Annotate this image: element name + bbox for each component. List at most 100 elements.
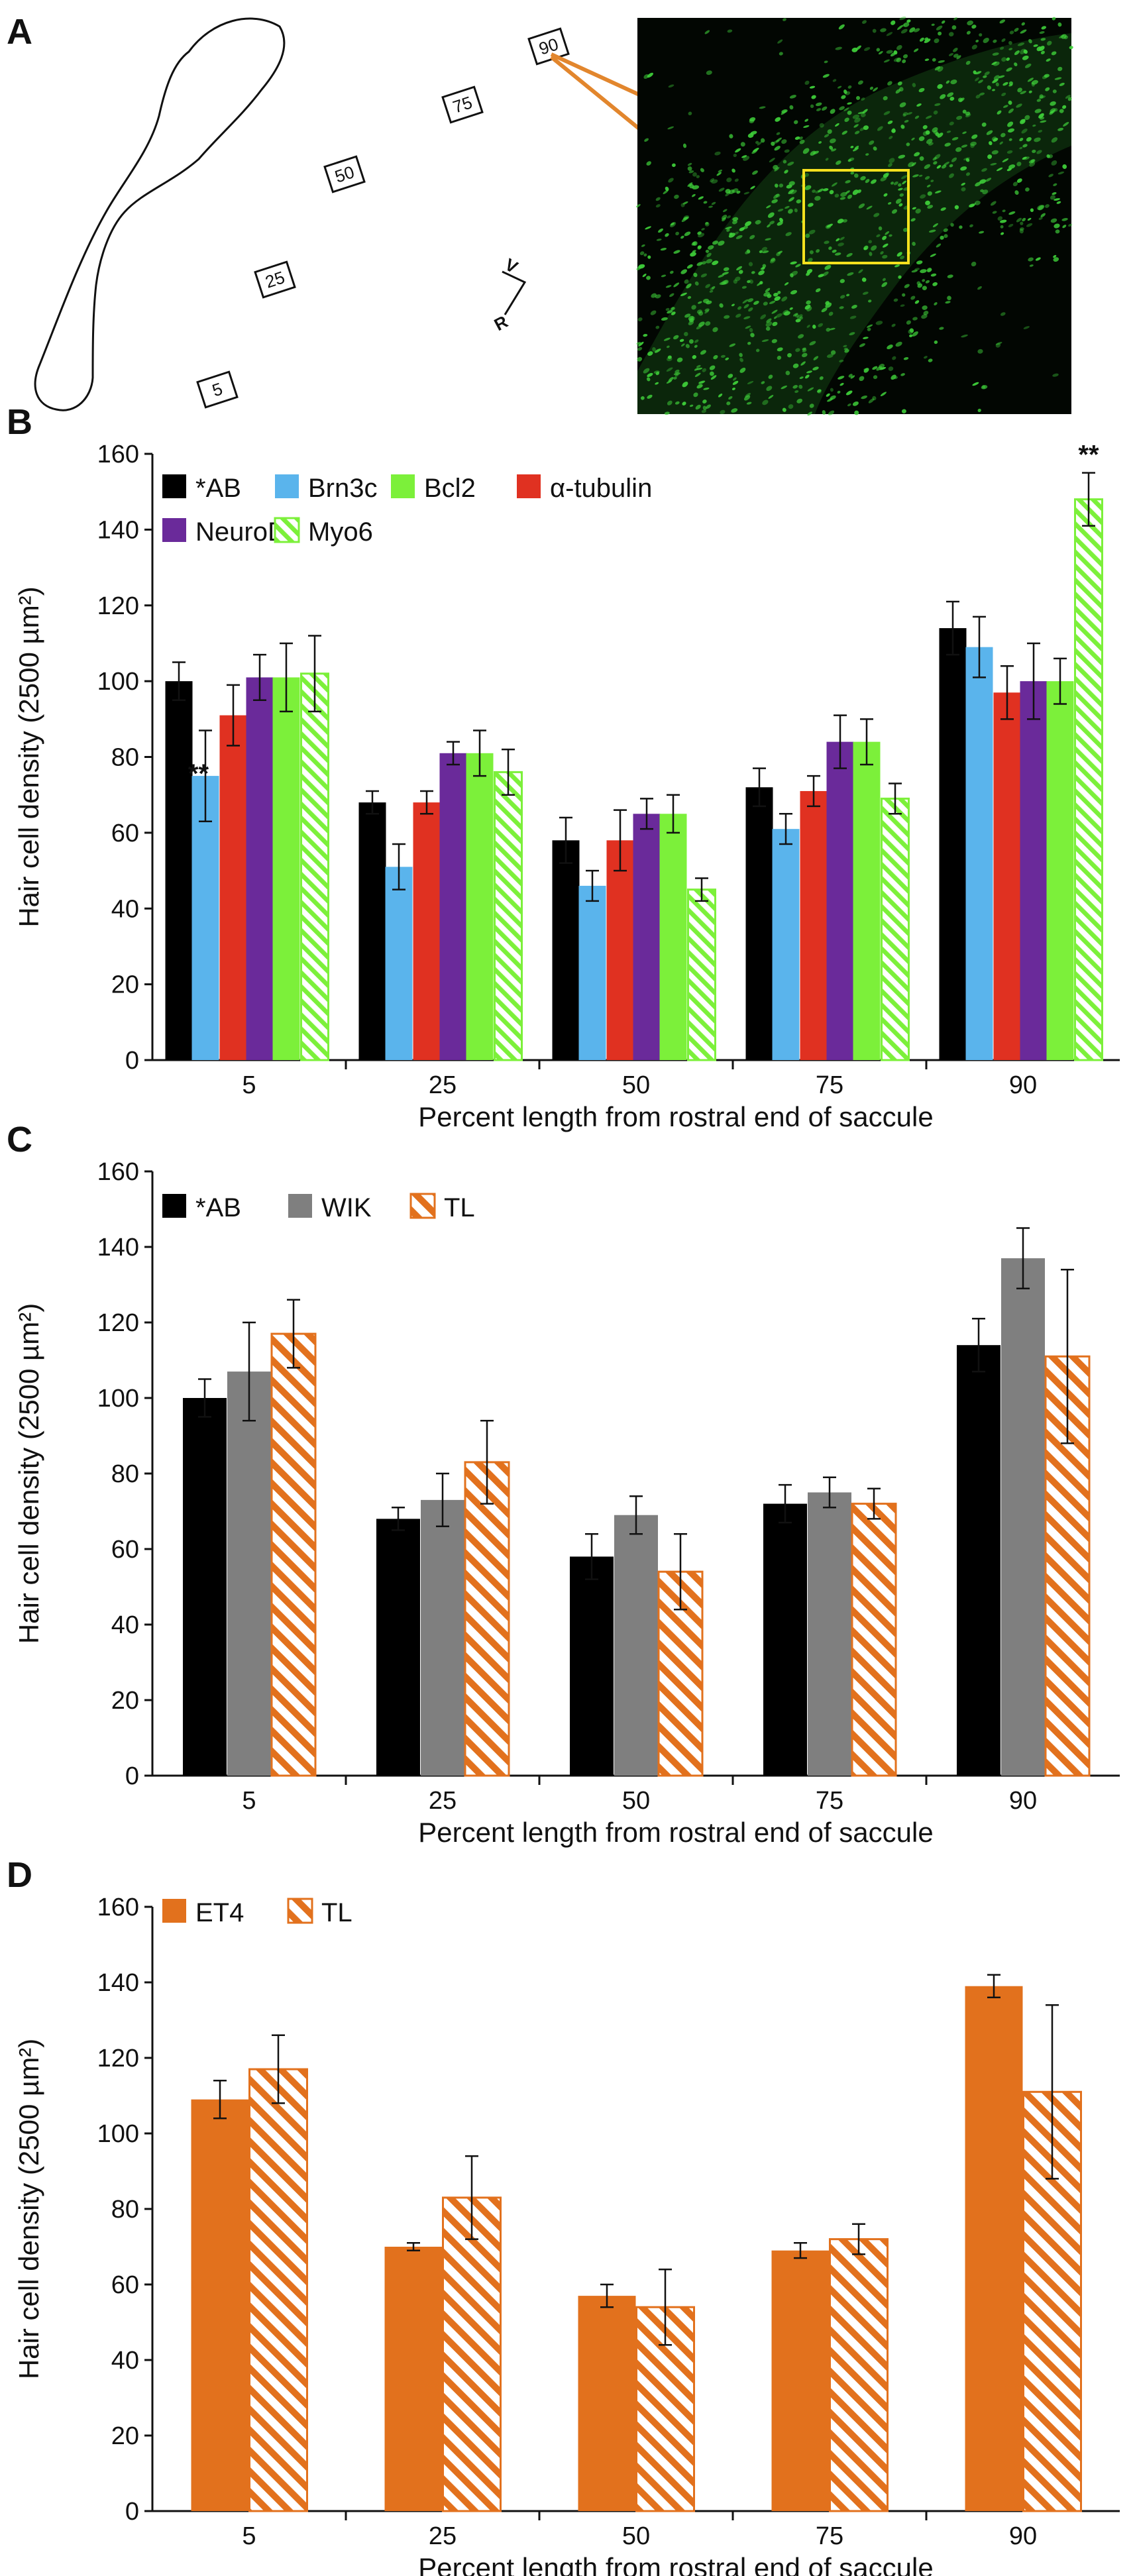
- micrograph-cell: [830, 138, 836, 144]
- micrograph-cell: [895, 341, 902, 347]
- micrograph-cell: [643, 368, 650, 374]
- micrograph-cell: [695, 404, 701, 410]
- micrograph-cell: [1007, 128, 1015, 133]
- micrograph-cell: [643, 253, 647, 257]
- micrograph-cell: [667, 355, 672, 359]
- y-tick-label: 60: [111, 1536, 139, 1564]
- bar-c-WIK-25: [421, 1499, 464, 1776]
- micrograph-cell: [806, 306, 812, 311]
- micrograph-cell: [696, 309, 702, 314]
- micrograph-cell: [936, 25, 943, 30]
- micrograph-cell: [1022, 144, 1028, 148]
- micrograph-cell: [702, 368, 706, 372]
- micrograph-cell: [909, 27, 916, 33]
- micrograph-cell: [771, 339, 777, 343]
- micrograph-cell: [860, 176, 866, 181]
- micrograph-cell: [883, 96, 888, 101]
- micrograph-cell: [946, 131, 951, 133]
- micrograph-cell: [996, 167, 1003, 172]
- micrograph-cell: [731, 303, 735, 307]
- micrograph-cell: [933, 161, 938, 165]
- micrograph-cell: [790, 273, 794, 278]
- micrograph-cell: [792, 363, 799, 368]
- micrograph-cell: [710, 375, 717, 380]
- micrograph-cell: [878, 226, 883, 231]
- micrograph-cell: [930, 253, 936, 257]
- marker-box: [323, 155, 366, 193]
- bar-d-ET4-75: [771, 2250, 830, 2511]
- bar-c-TL-5: [270, 1332, 317, 1777]
- micrograph-cell: [898, 275, 902, 279]
- micrograph-cell: [718, 169, 723, 173]
- legend-entry-TL: TL: [287, 1898, 352, 1927]
- micrograph-cell: [1062, 225, 1067, 229]
- x-tick-label: 25: [429, 1787, 457, 1815]
- micrograph-cell: [984, 71, 990, 76]
- micrograph-cell: [665, 307, 670, 311]
- micrograph-cell: [788, 404, 794, 409]
- micrograph-cell: [977, 408, 981, 412]
- micrograph-cell: [733, 279, 737, 284]
- micrograph-cell: [986, 130, 993, 135]
- micrograph-cell: [686, 283, 692, 289]
- micrograph-cell: [962, 131, 967, 134]
- micrograph-cell: [977, 349, 983, 354]
- micrograph-cell: [700, 168, 704, 172]
- micrograph-cell: [839, 295, 845, 299]
- micrograph-cell: [810, 104, 814, 108]
- micrograph-cell: [863, 368, 869, 373]
- micrograph-cell: [1001, 57, 1007, 62]
- legend-swatch: [517, 474, 541, 498]
- micrograph-cell: [1020, 29, 1027, 34]
- micrograph-cell: [839, 197, 846, 200]
- micrograph-cell: [804, 374, 810, 379]
- micrograph-cell: [776, 252, 781, 256]
- micrograph-cell: [839, 106, 845, 111]
- micrograph-cell: [839, 382, 844, 386]
- micrograph-cell: [782, 309, 788, 315]
- micrograph-cell: [872, 366, 878, 370]
- micrograph-cell: [1016, 178, 1022, 183]
- micrograph-cell: [891, 182, 894, 185]
- micrograph-cell: [802, 347, 806, 350]
- micrograph-cell: [891, 323, 896, 327]
- micrograph-cell: [997, 216, 1003, 221]
- micrograph-cell: [675, 401, 680, 405]
- micrograph-cell: [943, 162, 949, 166]
- panel-c-label: C: [7, 1120, 32, 1159]
- micrograph-cell: [654, 349, 661, 353]
- marker-25: 25: [254, 260, 296, 299]
- micrograph-cell: [809, 250, 814, 254]
- micrograph-cell: [1022, 55, 1029, 60]
- micrograph-cell: [1056, 201, 1061, 204]
- legend-swatch: [162, 518, 186, 542]
- micrograph-cell: [796, 314, 803, 319]
- micrograph-cell: [673, 376, 677, 380]
- y-tick-label: 120: [97, 592, 139, 620]
- y-tick-label: 80: [111, 1460, 139, 1488]
- micrograph-cell: [822, 410, 826, 415]
- micrograph-cell: [913, 48, 919, 52]
- micrograph-cell: [863, 47, 871, 51]
- y-tick-label: 80: [111, 2196, 139, 2224]
- x-axis-label: Percent length from rostral end of saccu…: [418, 2552, 933, 2576]
- micrograph-cell: [805, 233, 810, 239]
- micrograph-cell: [1062, 164, 1067, 169]
- micrograph-cell: [1017, 42, 1025, 46]
- micrograph-cell: [841, 95, 846, 99]
- micrograph-cell: [1053, 257, 1059, 262]
- micrograph-cell: [706, 300, 712, 305]
- micrograph-cell: [694, 372, 701, 377]
- micrograph-cell: [671, 311, 676, 315]
- micrograph-cell: [643, 333, 648, 337]
- micrograph-cell: [734, 178, 739, 182]
- micrograph-cell: [965, 111, 971, 116]
- micrograph-cell: [692, 172, 697, 177]
- micrograph-cell: [943, 228, 948, 233]
- legend-swatch: [162, 1194, 186, 1218]
- micrograph-cell: [876, 366, 883, 371]
- bar-b-NeuroD-25: [439, 753, 467, 1060]
- y-axis-label: Hair cell density (2500 µm²): [13, 2039, 44, 2379]
- micrograph-cell: [853, 124, 859, 128]
- micrograph-cell: [944, 234, 948, 239]
